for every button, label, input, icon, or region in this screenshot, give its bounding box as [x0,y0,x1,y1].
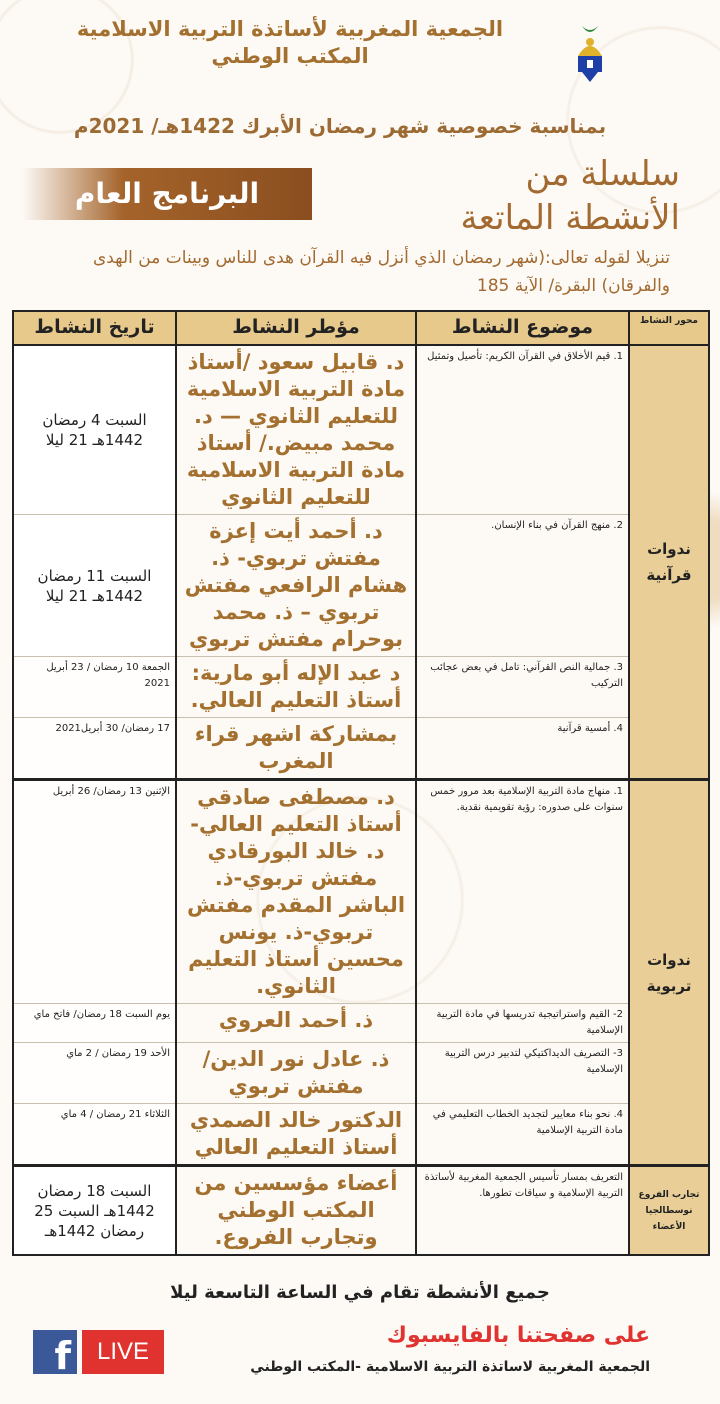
table-row: 3. جمالية النص القرآني: تامل في بعض عجائ… [12,656,709,718]
date-cell: يوم السبت 18 رمضان/ فاتح ماي [12,1003,177,1043]
organizer-cell: بمشاركة اشهر قراء المغرب [175,717,417,780]
association-logo [578,26,602,82]
org-name: الجمعية المغربية لأساتذة التربية الاسلام… [76,17,504,41]
date-cell: الإثنين 13 رمضان/ 26 أبريل [12,778,177,1004]
footer-text: على صفحتنا بالفايسبوك الجمعية المغربية ل… [190,1320,650,1378]
table-row: ندوات تربوية 1. منهاج مادة التربية الإسلا… [12,778,710,1166]
date-cell: الثلاثاء 21 رمضان / 4 ماي [12,1103,177,1166]
axis-cell: ندوات قرآنية [628,344,710,780]
organizer-cell: د. قابيل سعود /أستاذ مادة التربية الاسلا… [175,344,417,515]
organizer-cell: الدكتور خالد الصمدي أستاذ التعليم العالي [175,1103,417,1166]
facebook-line: على صفحتنا بالفايسبوك [386,1323,650,1348]
topic-cell: 2- القيم واستراتيجية تدريسها في مادة الت… [415,1003,630,1043]
program-banner: البرنامج العام [22,168,312,220]
header-axis: محور النشاط [628,310,710,346]
quran-verse: تنزيلا لقوله تعالى:(شهر رمضان الذي أنزل … [92,248,670,296]
date-cell: الجمعة 10 رمضان / 23 أبريل 2021 [12,656,177,718]
topic-cell: التعريف بمسار تأسيس الجمعية المغربية لأس… [415,1164,630,1256]
header-date: تاريخ النشاط [12,310,177,346]
date-cell: السبت 18 رمضان 1442هـ السبت 25 رمضان 144… [12,1164,177,1256]
live-badge: LIVE [82,1330,164,1374]
organizer-cell: د. أحمد أيت إعزة مفتش تربوي- ذ. هشام الر… [175,514,417,657]
header-organizer: مؤطر النشاط [175,310,417,346]
table-row: ندوات قرآنية 1. قيم الأخلاق في القرآن الك… [12,344,710,780]
organizer-cell: أعضاء مؤسسين من المكتب الوطني وتجارب الف… [175,1164,417,1256]
table-row: 2. منهج القرآن في بناء الإنسان. د. أحمد أ… [12,514,709,657]
organizer-cell: ذ. عادل نور الدين/ مفتش تربوي [175,1042,417,1104]
program-table: محور النشاط موضوع النشاط مؤطر النشاط تار… [12,310,710,1256]
date-cell: 17 رمضان/ 30 أبريل2021 [12,717,177,780]
organization-name: الجمعية المغربية لأساتذة التربية الاسلام… [30,16,550,70]
topic-cell: 4. أمسية قرآنية [415,717,630,780]
topic-cell: 2. منهج القرآن في بناء الإنسان. [415,514,630,657]
organizer-cell: د عبد الإله أبو مارية: أستاذ التعليم الع… [175,656,417,718]
footer: f LIVE على صفحتنا بالفايسبوك الجمعية الم… [0,1320,720,1404]
organizer-cell: د. مصطفى صادقي أستاذ التعليم العالي- د. … [175,778,417,1004]
table-row: 2- القيم واستراتيجية تدريسها في مادة الت… [12,1003,709,1043]
series-title: سلسلة من الأنشطة الماتعة [340,152,680,240]
table-row: 3- التصريف الديداكتيكي لتدبير درس التربي… [12,1042,709,1104]
axis-cell: ندوات تربوية [628,778,710,1166]
date-cell: الأحد 19 رمضان / 2 ماي [12,1042,177,1104]
topic-cell: 1. منهاج مادة التربية الإسلامية بعد مرور… [415,778,630,1004]
occasion-line: بمناسبة خصوصية شهر رمضان الأبرك 1422هـ/ … [73,114,607,138]
topic-cell: 4. نحو بناء معايير لتجديد الخطاب التعليم… [415,1103,630,1166]
table-row: 4. نحو بناء معايير لتجديد الخطاب التعليم… [12,1103,709,1166]
table-header-row: محور النشاط موضوع النشاط مؤطر النشاط تار… [12,310,710,346]
topic-cell: 3- التصريف الديداكتيكي لتدبير درس التربي… [415,1042,630,1104]
axis-cell: تجارب الفروع نوسطالجيا الأعضاء [628,1164,710,1256]
topic-cell: 3. جمالية النص القرآني: تامل في بعض عجائ… [415,656,630,718]
organizer-cell: ذ. أحمد العروي [175,1003,417,1043]
series-line-2: الأنشطة الماتعة [460,198,680,238]
footer-org-line: الجمعية المغربية لاساتذة التربية الاسلام… [250,1359,650,1375]
schedule-note: جميع الأنشطة تقام في الساعة التاسعة ليلا [170,1282,550,1303]
date-cell: السبت 11 رمضان 1442هـ 21 ليلا [12,514,177,657]
table-row: 4. أمسية قرآنية بمشاركة اشهر قراء المغرب 1… [12,717,709,780]
header-topic: موضوع النشاط [415,310,630,346]
office-name: المكتب الوطني [211,44,369,68]
facebook-icon: f [33,1330,77,1374]
topic-cell: 1. قيم الأخلاق في القرآن الكريم: تأصيل و… [415,344,630,515]
series-line-1: سلسلة من [525,154,680,194]
date-cell: السبت 4 رمضان 1442هـ 21 ليلا [12,344,177,515]
table-row: تجارب الفروع نوسطالجيا الأعضاء التعريف بم… [12,1164,710,1256]
